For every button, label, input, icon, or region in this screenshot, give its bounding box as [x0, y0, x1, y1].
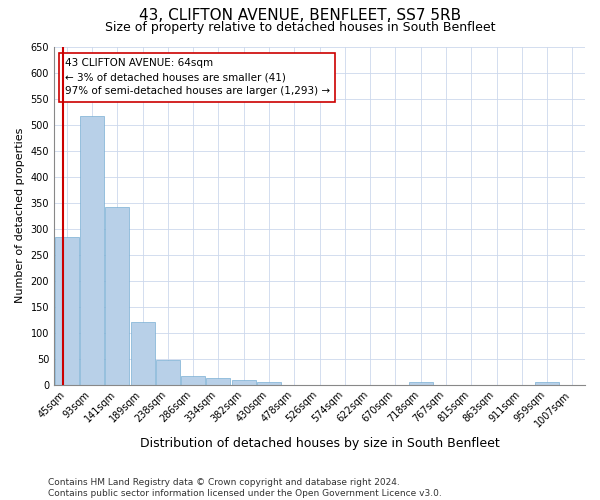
- Bar: [105, 208, 129, 384]
- Bar: [131, 322, 155, 384]
- Y-axis label: Number of detached properties: Number of detached properties: [15, 128, 25, 304]
- Text: 43 CLIFTON AVENUE: 64sqm
← 3% of detached houses are smaller (41)
97% of semi-de: 43 CLIFTON AVENUE: 64sqm ← 3% of detache…: [65, 58, 330, 96]
- Bar: [156, 360, 180, 384]
- Text: Size of property relative to detached houses in South Benfleet: Size of property relative to detached ho…: [105, 21, 495, 34]
- Bar: [409, 382, 433, 384]
- Bar: [80, 116, 104, 384]
- Bar: [181, 376, 205, 384]
- Bar: [206, 378, 230, 384]
- Text: 43, CLIFTON AVENUE, BENFLEET, SS7 5RB: 43, CLIFTON AVENUE, BENFLEET, SS7 5RB: [139, 8, 461, 22]
- Text: Contains HM Land Registry data © Crown copyright and database right 2024.
Contai: Contains HM Land Registry data © Crown c…: [48, 478, 442, 498]
- Bar: [232, 380, 256, 384]
- Bar: [55, 238, 79, 384]
- X-axis label: Distribution of detached houses by size in South Benfleet: Distribution of detached houses by size …: [140, 437, 499, 450]
- Bar: [535, 382, 559, 384]
- Bar: [257, 382, 281, 384]
